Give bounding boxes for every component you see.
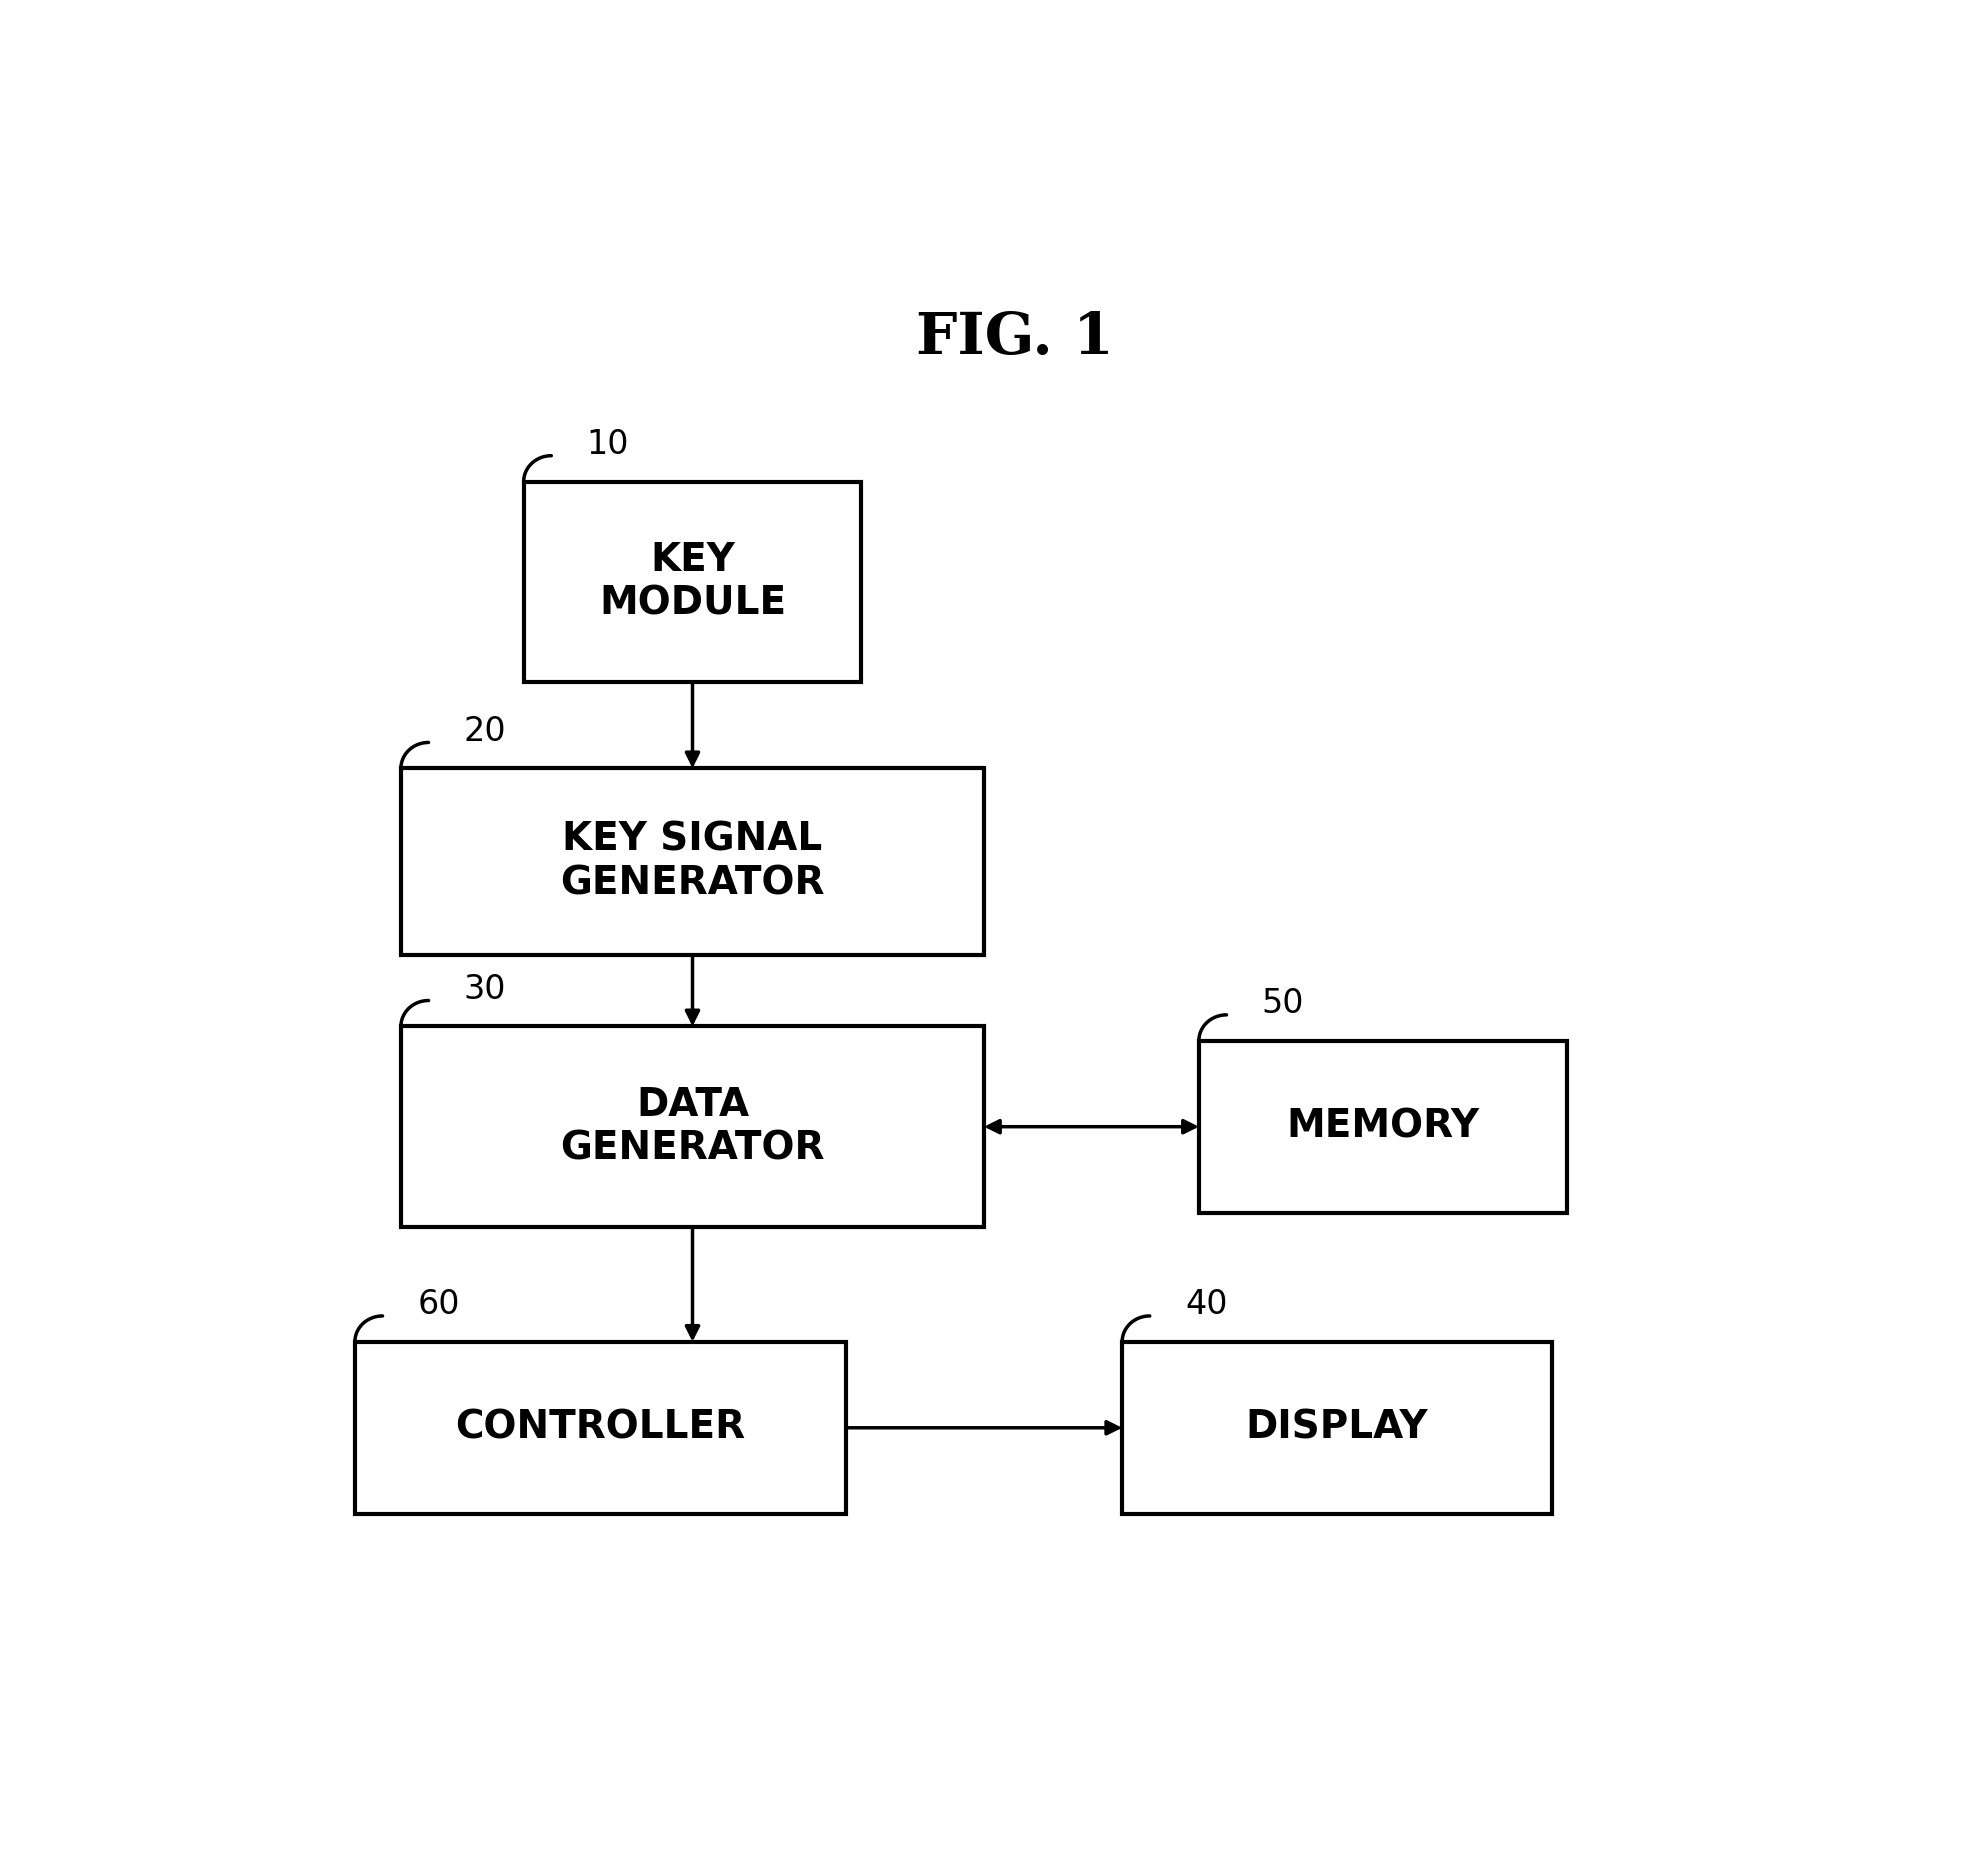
Bar — [1198, 1041, 1566, 1212]
Text: 60: 60 — [418, 1289, 459, 1322]
Text: MEMORY: MEMORY — [1287, 1108, 1479, 1145]
Text: KEY
MODULE: KEY MODULE — [598, 540, 786, 624]
Bar — [400, 769, 984, 955]
Text: DATA
GENERATOR: DATA GENERATOR — [560, 1086, 826, 1167]
Text: 20: 20 — [463, 715, 507, 749]
Text: KEY SIGNAL
GENERATOR: KEY SIGNAL GENERATOR — [560, 821, 826, 903]
Bar — [523, 482, 861, 681]
Text: 10: 10 — [586, 428, 630, 462]
Text: 50: 50 — [1261, 987, 1305, 1020]
Text: DISPLAY: DISPLAY — [1245, 1410, 1428, 1447]
Text: 40: 40 — [1186, 1289, 1228, 1322]
Text: FIG. 1: FIG. 1 — [917, 311, 1113, 367]
Bar — [400, 1026, 984, 1227]
Text: 30: 30 — [463, 972, 507, 1005]
Bar — [354, 1343, 845, 1514]
Text: CONTROLLER: CONTROLLER — [455, 1410, 746, 1447]
Bar — [1123, 1343, 1552, 1514]
